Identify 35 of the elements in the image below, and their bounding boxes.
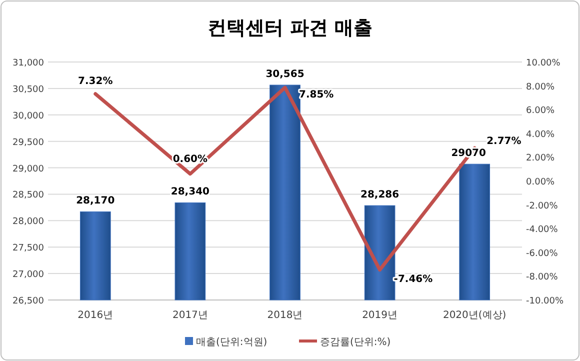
y2-tick-label: -4.00% — [526, 225, 558, 236]
x-tick-label: 2016년 — [78, 310, 114, 321]
y-tick-label: 30,000 — [12, 111, 44, 122]
data-label: 7.32% — [78, 76, 113, 87]
y2-tick-label: -8.00% — [526, 272, 558, 283]
y-tick-label: 27,500 — [12, 244, 44, 254]
data-label: 30,565 — [266, 69, 304, 80]
x-tick-label: 2019년 — [362, 310, 398, 321]
y-tick-label: 30,500 — [12, 84, 44, 95]
data-label: 2.77% — [486, 136, 522, 148]
y2-tick-label: 10.00% — [526, 58, 561, 68]
legend-label: 매출(단위:억원) — [196, 337, 268, 348]
y-tick-label: 26,500 — [12, 296, 44, 306]
y-tick-label: 28,000 — [12, 217, 44, 228]
y2-tick-label: -10.00% — [526, 296, 564, 306]
x-tick-label: 2017년 — [172, 310, 208, 321]
y2-tick-label: 6.00% — [526, 106, 556, 116]
y-tick-label: 29,500 — [12, 138, 44, 148]
data-label: 28,170 — [76, 196, 115, 207]
y2-tick-label: 8.00% — [526, 82, 556, 92]
data-label: 28,286 — [360, 190, 400, 201]
legend-label: 증감률(단위:%) — [320, 337, 391, 348]
x-tick-label: 2018년 — [267, 310, 303, 321]
x-tick-label: 2020년(예상) — [442, 310, 506, 321]
y-tick-label: 31,000 — [12, 58, 44, 68]
y2-tick-label: 4.00% — [526, 130, 556, 140]
chart-title: 컨택센터 파견 매출 — [207, 17, 373, 39]
y2-tick-label: -6.00% — [526, 248, 558, 259]
y-tick-label: 29,000 — [12, 164, 44, 174]
y2-tick-label: -2.00% — [526, 201, 558, 212]
data-label: 28,340 — [170, 186, 210, 198]
y-tick-label: 28,500 — [12, 190, 44, 201]
y2-tick-label: 2.00% — [526, 154, 556, 164]
y-tick-label: 27,000 — [12, 270, 44, 280]
y2-tick-label: 0.00% — [526, 178, 556, 188]
